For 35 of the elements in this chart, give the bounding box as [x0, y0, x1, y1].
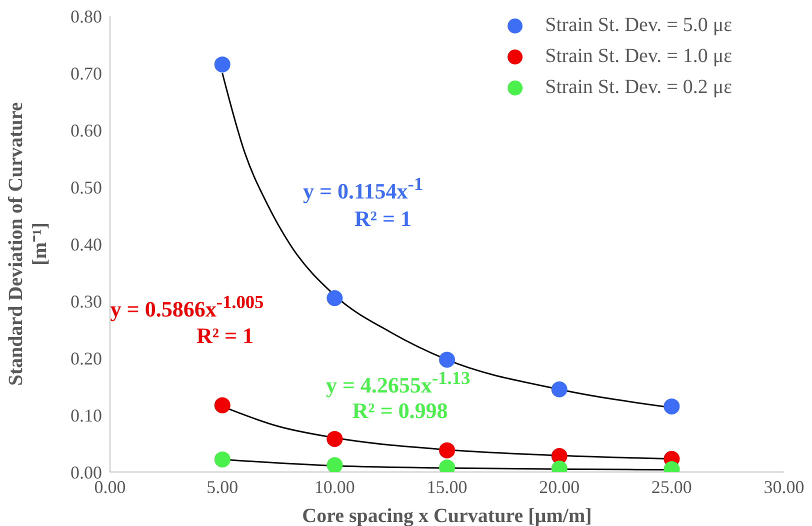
point [326, 457, 343, 472]
annotation: y = 0.1154x$^{-1}$ [302, 174, 424, 204]
x-tick-label: 15.00 [426, 476, 468, 497]
point [214, 56, 230, 72]
annotation: y = 4.2655x$^{-1.13}$ [326, 368, 470, 398]
y-tick-label: 0.80 [70, 6, 102, 26]
x-tick-label: 25.00 [651, 476, 692, 497]
y-tick-label: 0.50 [70, 177, 102, 198]
y-tick-label: 0.40 [70, 234, 102, 254]
point [214, 451, 230, 468]
y-axis-title: Standard Deviation of Curvature [m⁻¹] [5, 102, 51, 386]
x-tick-label: 5.00 [206, 476, 238, 497]
point [439, 442, 455, 458]
annotation: y = 0.5866x$^{-1.005}$ [110, 292, 264, 322]
annotation: R² = 0.998 [352, 398, 448, 424]
point [214, 397, 230, 414]
y-tick-label: 0.20 [70, 348, 102, 368]
legend-label: Strain St. Dev. = 5.0 με [545, 13, 732, 38]
annotation: R² = 1 [196, 323, 254, 349]
y-tick-label: 0.60 [70, 120, 102, 140]
x-tick-label: 10.00 [314, 476, 355, 497]
point [326, 290, 343, 306]
y-tick-label: 0.10 [70, 405, 102, 426]
annotation: R² = 1 [354, 206, 412, 232]
y-tick-label: 0.00 [70, 462, 102, 482]
legend-label: Strain St. Dev. = 0.2 με [545, 75, 732, 100]
y-tick-label: 0.30 [70, 291, 102, 312]
point [326, 430, 343, 447]
legend-label: Strain St. Dev. = 1.0 με [545, 44, 732, 69]
point [439, 352, 455, 368]
point [664, 398, 680, 414]
y-tick-label: 0.70 [70, 63, 102, 84]
x-tick-label: 30.00 [764, 476, 804, 497]
point [551, 381, 568, 398]
x-tick-label: 20.00 [539, 476, 580, 497]
